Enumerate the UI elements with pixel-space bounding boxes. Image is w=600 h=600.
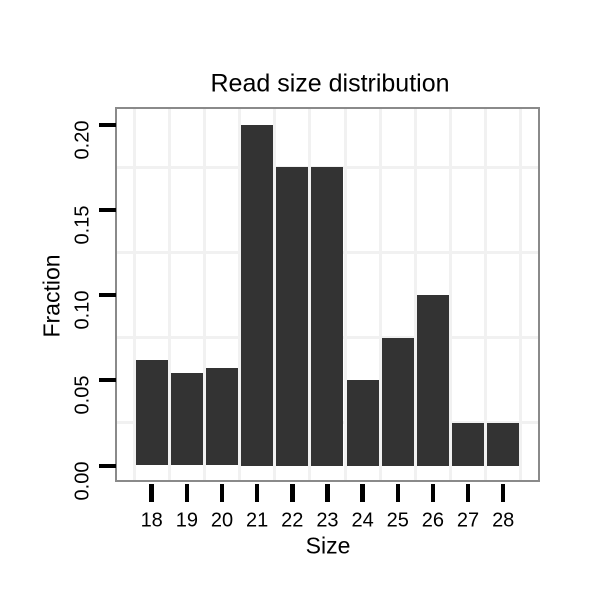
x-tick-label: 26 [421,509,445,531]
x-axis-tick [325,483,330,502]
x-axis-tick [500,483,506,502]
gridline-vertical [308,109,312,482]
y-tick-label: 0.00 [71,461,94,500]
x-axis-tick [184,483,190,502]
gridline-vertical [484,109,488,482]
x-tick-label: 23 [316,509,339,531]
bar-size-21 [241,124,274,466]
bar-size-23 [311,167,344,466]
x-tick-label: 22 [281,509,304,531]
gridline-vertical [167,109,171,482]
bar-size-27 [452,422,485,466]
x-axis-tick [430,483,436,502]
bar-size-20 [206,368,238,466]
x-axis-tick [360,483,365,502]
y-axis-label: Fraction [38,254,65,338]
y-axis-tick [99,122,116,127]
bar-size-24 [346,380,379,466]
bar-size-28 [487,422,520,466]
bar-size-25 [381,337,414,466]
x-tick-label: 19 [175,509,198,531]
gridline-vertical [132,109,136,482]
y-tick-label: 0.15 [71,205,94,245]
gridline-vertical [202,109,206,482]
x-axis-tick [149,483,154,502]
gridline-vertical [448,109,452,482]
bar-size-26 [416,295,449,466]
gridline-vertical [413,109,417,482]
x-axis-tick [219,483,225,502]
y-axis-tick [99,207,116,212]
x-tick-label: 28 [492,509,515,531]
y-axis-tick [99,378,116,383]
y-axis-tick [99,463,116,468]
gridline-vertical [273,109,277,482]
x-tick-label: 21 [246,509,269,531]
x-tick-label: 24 [351,509,374,531]
x-tick-label: 27 [456,509,480,531]
y-tick-label: 0.20 [71,120,94,159]
chart-title: Read size distribution [210,69,450,98]
gridline-vertical [343,109,347,482]
gridline-vertical [378,109,382,482]
x-tick-label: 25 [386,509,409,531]
x-tick-label: 18 [140,509,163,531]
plot-panel [117,109,540,482]
x-axis-tick [254,483,260,502]
gridline-vertical [519,109,523,482]
y-tick-label: 0.05 [71,375,94,415]
y-tick-label: 0.10 [71,290,94,330]
x-axis-tick [465,483,471,502]
bar-size-18 [135,359,168,466]
bar-size-22 [276,167,309,466]
x-tick-label: 20 [210,509,234,531]
y-axis-tick [99,293,116,297]
x-axis-tick [290,483,295,502]
x-axis-tick [395,483,400,502]
bar-size-19 [170,373,203,466]
gridline-vertical [238,109,242,482]
x-axis-label: Size [305,532,351,559]
